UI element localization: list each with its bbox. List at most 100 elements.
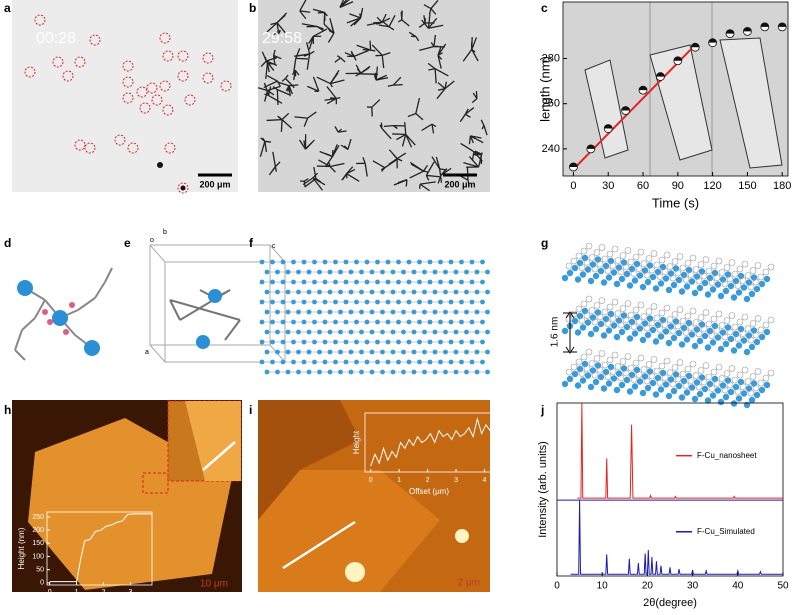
ligand bbox=[724, 265, 730, 271]
cu-atom bbox=[323, 360, 328, 365]
cu-atom bbox=[391, 350, 396, 355]
cu-atom bbox=[370, 370, 375, 375]
cu-atom bbox=[754, 392, 760, 398]
cu-atom bbox=[736, 289, 742, 295]
cu-atom bbox=[464, 350, 469, 355]
ligand bbox=[625, 354, 631, 360]
ligand bbox=[677, 360, 683, 366]
cu-atom bbox=[370, 290, 375, 295]
cell-edge bbox=[150, 245, 285, 262]
cu-atom bbox=[619, 329, 625, 335]
cu-atom bbox=[407, 300, 412, 305]
ligand bbox=[628, 312, 634, 318]
cu-atom bbox=[736, 342, 742, 348]
x-tick-label: 50 bbox=[777, 581, 789, 592]
cu-atom bbox=[333, 320, 338, 325]
cu-atom bbox=[567, 270, 573, 276]
cu-atom bbox=[480, 340, 485, 345]
cu-atom bbox=[260, 300, 265, 305]
cu-atom bbox=[480, 280, 485, 285]
cu-atom bbox=[270, 360, 275, 365]
data-point bbox=[691, 43, 699, 51]
cu-atom bbox=[296, 330, 301, 335]
bond bbox=[105, 268, 112, 282]
ligand bbox=[586, 296, 592, 302]
particle bbox=[345, 562, 365, 582]
cu-atom bbox=[275, 270, 280, 275]
ligand bbox=[620, 359, 626, 365]
x-tick-label: 10 bbox=[597, 581, 609, 592]
cu-atom bbox=[485, 350, 490, 355]
cu-atom bbox=[344, 260, 349, 265]
bond bbox=[225, 320, 240, 340]
ligand bbox=[755, 316, 761, 322]
timestamp: 00:28 bbox=[36, 30, 76, 47]
cu-atom bbox=[741, 390, 747, 396]
cu-atom bbox=[380, 290, 385, 295]
cu-atom bbox=[354, 300, 359, 305]
x-tick-label: 3 bbox=[129, 589, 133, 596]
cu-atom bbox=[307, 270, 312, 275]
y-tick-label: 200 bbox=[32, 527, 44, 534]
cu-atom bbox=[459, 320, 464, 325]
cu-atom bbox=[302, 340, 307, 345]
cu-atom bbox=[302, 280, 307, 285]
cu-atom bbox=[475, 270, 480, 275]
ligand bbox=[566, 263, 572, 269]
cu-atom bbox=[396, 280, 401, 285]
cu-atom bbox=[585, 266, 591, 272]
cu-atom bbox=[744, 349, 750, 355]
cu-atom bbox=[464, 370, 469, 375]
cu-atom bbox=[359, 290, 364, 295]
ligand bbox=[646, 309, 652, 315]
cu-atom bbox=[338, 350, 343, 355]
cu-atom bbox=[723, 341, 729, 347]
ligand bbox=[586, 243, 592, 249]
cu-atom bbox=[619, 276, 625, 282]
cu-atom bbox=[684, 389, 690, 395]
scale-bar-label: 2 μm bbox=[458, 578, 480, 589]
ligand bbox=[716, 364, 722, 370]
cell-edge bbox=[150, 245, 165, 362]
cu-atom bbox=[307, 330, 312, 335]
ligand bbox=[729, 260, 735, 266]
cu-atom bbox=[676, 383, 682, 389]
cu-atom bbox=[475, 290, 480, 295]
crystal-streak bbox=[370, 41, 371, 50]
ligand bbox=[685, 366, 691, 372]
cu-atom bbox=[645, 385, 651, 391]
cu-atom bbox=[759, 281, 765, 287]
cu-atom bbox=[567, 376, 573, 382]
cu-atom bbox=[407, 360, 412, 365]
o-atom bbox=[63, 329, 69, 335]
cu-atom bbox=[386, 260, 391, 265]
cu-atom bbox=[475, 370, 480, 375]
data-point bbox=[569, 163, 577, 171]
ligand bbox=[667, 317, 673, 323]
cu-atom bbox=[286, 310, 291, 315]
cu-atom bbox=[312, 360, 317, 365]
cu-atom bbox=[428, 300, 433, 305]
panel-label: b bbox=[249, 1, 256, 15]
cu-atom bbox=[428, 360, 433, 365]
cu-atom bbox=[731, 347, 737, 353]
cu-atom bbox=[454, 290, 459, 295]
cu-atom bbox=[759, 334, 765, 340]
cu-atom bbox=[260, 340, 265, 345]
cu-atom bbox=[349, 370, 354, 375]
cu-atom bbox=[286, 330, 291, 335]
cu-atom bbox=[485, 270, 490, 275]
cu-atom bbox=[265, 370, 270, 375]
cu-atom bbox=[443, 290, 448, 295]
ligand bbox=[664, 305, 670, 311]
cu-atom bbox=[754, 286, 760, 292]
o-atom bbox=[42, 309, 48, 315]
data-point bbox=[726, 30, 734, 38]
cu-atom bbox=[275, 310, 280, 315]
cu-atom bbox=[354, 260, 359, 265]
cu-atom bbox=[396, 360, 401, 365]
cu-atom bbox=[715, 387, 721, 393]
cu-atom bbox=[386, 340, 391, 345]
cu-atom bbox=[449, 260, 454, 265]
ligand bbox=[693, 320, 699, 326]
